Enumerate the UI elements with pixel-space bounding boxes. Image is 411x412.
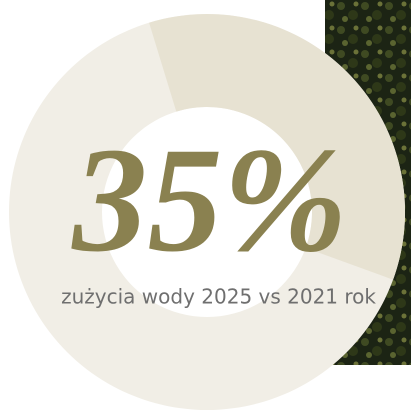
stat-graphic: 35% zużycia wody 2025 vs 2021 rok bbox=[0, 0, 411, 412]
stat-value: 35% bbox=[71, 117, 348, 283]
stat-caption: zużycia wody 2025 vs 2021 rok bbox=[61, 285, 376, 309]
page: {"stat": {"value_label": "35%", "caption… bbox=[0, 0, 411, 412]
